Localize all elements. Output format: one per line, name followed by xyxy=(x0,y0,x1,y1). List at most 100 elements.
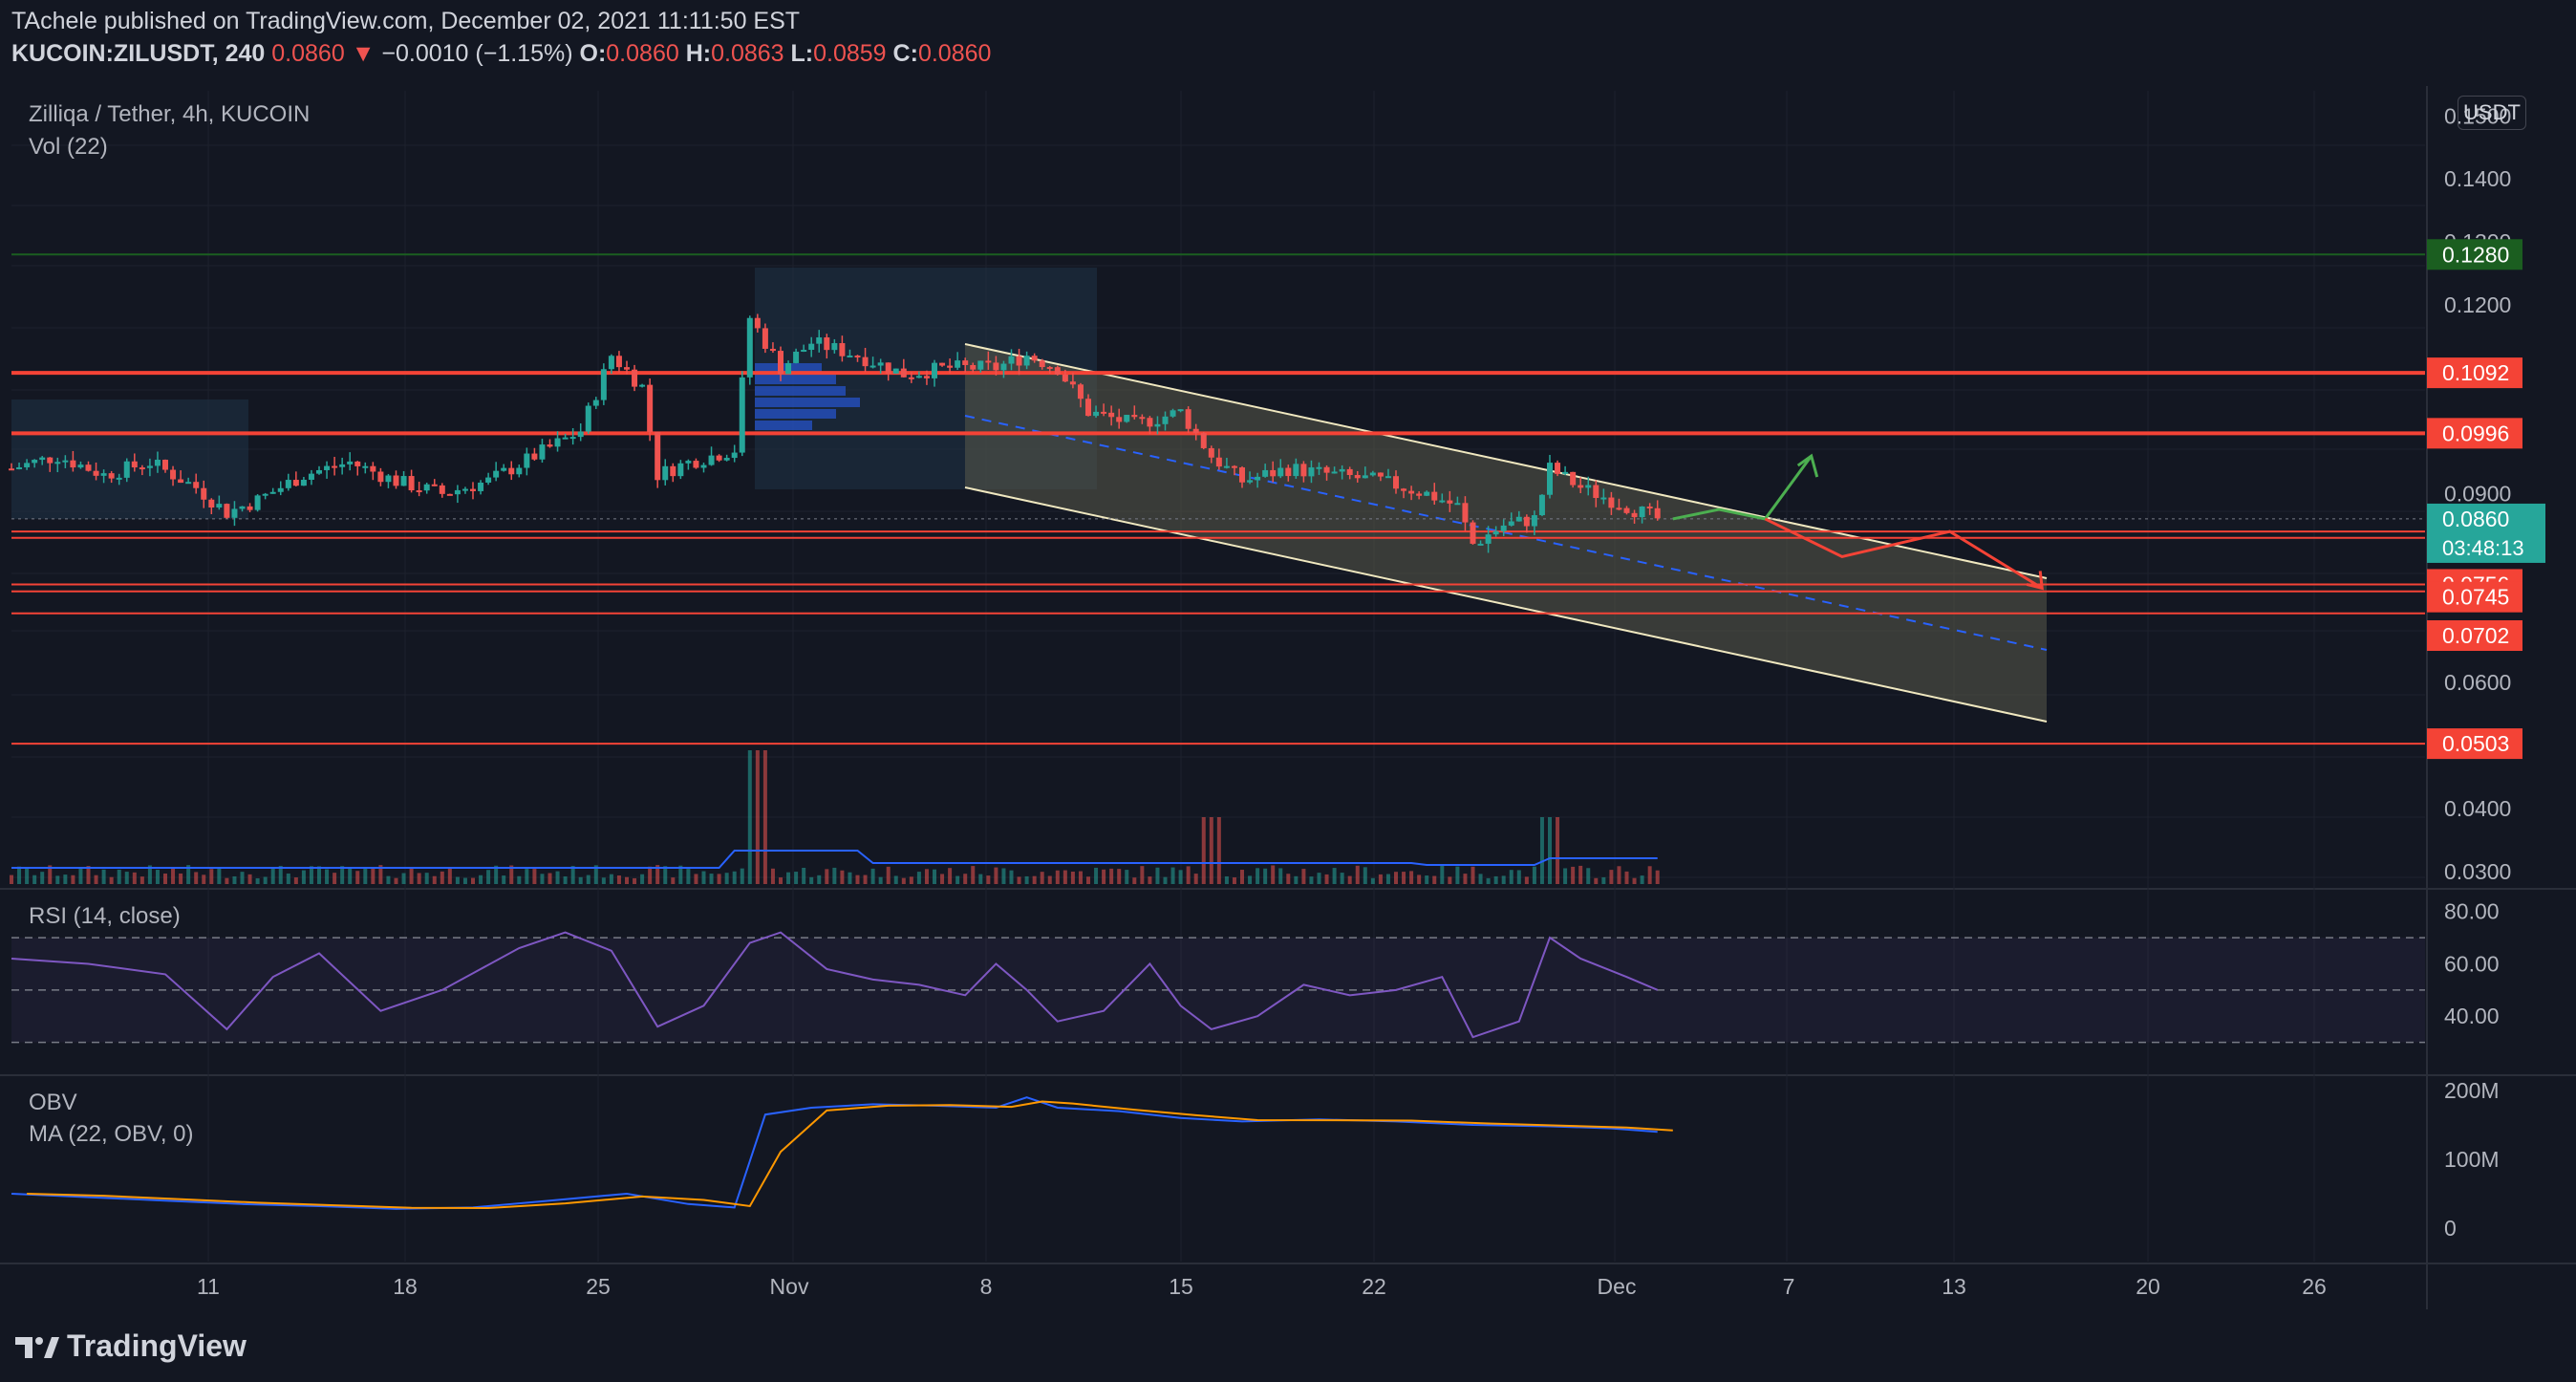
candle-body xyxy=(1185,409,1191,429)
rsi-label: RSI (14, close) xyxy=(29,903,181,929)
volume-bar xyxy=(1632,877,1637,884)
volume-bar xyxy=(447,868,452,884)
price-level-label xyxy=(2427,418,2522,449)
volume-bar xyxy=(747,750,752,884)
volume-bar xyxy=(301,870,306,884)
candle-body xyxy=(1016,356,1022,366)
candle-body xyxy=(1454,503,1461,506)
volume-bar xyxy=(1193,874,1198,884)
candle-body xyxy=(1385,476,1391,479)
candle-body xyxy=(24,463,31,467)
volume-bar xyxy=(1486,877,1491,884)
volume-bar xyxy=(971,866,976,884)
candle-body xyxy=(216,504,223,508)
volume-bar xyxy=(1047,875,1052,884)
candle-body xyxy=(1085,399,1091,417)
volume-bar xyxy=(916,872,921,884)
volume-bar xyxy=(1440,865,1445,884)
candle-body xyxy=(493,470,500,478)
volume-bar xyxy=(578,876,583,884)
candle-body xyxy=(131,461,138,468)
volume-bar xyxy=(163,873,167,884)
candle-body xyxy=(639,384,646,387)
candle-body xyxy=(1555,463,1561,474)
candle-body xyxy=(1585,485,1592,488)
volume-bar xyxy=(893,875,898,884)
candle-body xyxy=(1270,469,1277,477)
projection-red-path xyxy=(1764,517,2043,590)
open-value: 0.0860 xyxy=(606,40,679,67)
volume-bar xyxy=(886,866,891,884)
candle-body xyxy=(970,364,977,370)
price-tick: 0.0400 xyxy=(2444,796,2511,821)
candle-body xyxy=(54,462,61,464)
tradingview-logo: TradingView xyxy=(13,1328,247,1364)
volume-bar xyxy=(840,870,845,884)
candle-body xyxy=(239,506,246,509)
candle-body xyxy=(1339,468,1345,472)
volume-bar xyxy=(1548,817,1552,884)
volume-bar xyxy=(94,875,98,884)
volume-bar xyxy=(940,874,945,884)
volume-bar xyxy=(755,750,760,884)
obv-ma-label: MA (22, OBV, 0) xyxy=(29,1121,194,1147)
volume-bar xyxy=(1240,870,1244,884)
date-tick: Nov xyxy=(770,1274,809,1299)
candle-body xyxy=(723,458,730,461)
volume-bar xyxy=(663,866,668,884)
candle-body xyxy=(1177,409,1184,412)
candle-body xyxy=(224,504,230,518)
price-change: −0.0010 (−1.15%) xyxy=(381,40,573,67)
volume-bar xyxy=(179,873,183,884)
volume-bar xyxy=(924,869,929,884)
volume-bar xyxy=(1463,874,1468,884)
candle-body xyxy=(100,473,107,476)
volume-profile-bar xyxy=(755,398,860,407)
candle-body xyxy=(824,337,830,351)
volume-bar xyxy=(401,873,406,884)
volume-bar xyxy=(1224,875,1229,884)
candle-body xyxy=(1508,521,1514,526)
candle-body xyxy=(1139,417,1146,420)
volume-bar xyxy=(225,877,229,884)
volume-bar xyxy=(78,868,83,884)
volume-bar xyxy=(709,874,714,884)
volume-bar xyxy=(132,872,137,884)
volume-bar xyxy=(48,865,53,884)
volume-bar xyxy=(1155,867,1160,884)
price-tick: 0.1200 xyxy=(2444,292,2511,317)
currency-button[interactable]: USDT xyxy=(2458,96,2526,130)
price-level-label xyxy=(2427,581,2522,613)
candle-body xyxy=(877,362,884,366)
candle-body xyxy=(915,376,922,378)
candle-body xyxy=(462,488,468,491)
candle-body xyxy=(1354,475,1361,479)
volume-bar xyxy=(1170,867,1175,884)
candle-body xyxy=(577,431,584,438)
volume-bar xyxy=(394,877,398,884)
volume-bar xyxy=(686,869,691,884)
volume-bar xyxy=(471,877,475,884)
candle-body xyxy=(592,399,599,406)
volume-bar xyxy=(1032,875,1037,884)
candle-body xyxy=(231,508,238,518)
candle-body xyxy=(1208,447,1214,458)
volume-bar xyxy=(348,867,353,884)
volume-bar xyxy=(1340,873,1344,884)
candle-body xyxy=(1000,363,1007,371)
symbol-label[interactable]: KUCOIN:ZILUSDT, 240 xyxy=(11,40,266,67)
volume-bar xyxy=(1617,866,1621,884)
candle-body xyxy=(1101,411,1107,414)
volume-bar xyxy=(1078,871,1083,884)
candle-body xyxy=(308,473,314,480)
volume-bar xyxy=(1263,868,1268,884)
volume-bar xyxy=(555,871,560,884)
publish-info: TAchele published on TradingView.com, De… xyxy=(11,8,801,34)
price-level-label xyxy=(2427,620,2522,652)
candle-body xyxy=(70,460,76,468)
candle-body xyxy=(485,477,492,484)
candle-body xyxy=(93,470,99,476)
volume-bar xyxy=(609,874,613,884)
price-tick: 0.0600 xyxy=(2444,670,2511,695)
candle-body xyxy=(16,466,23,469)
